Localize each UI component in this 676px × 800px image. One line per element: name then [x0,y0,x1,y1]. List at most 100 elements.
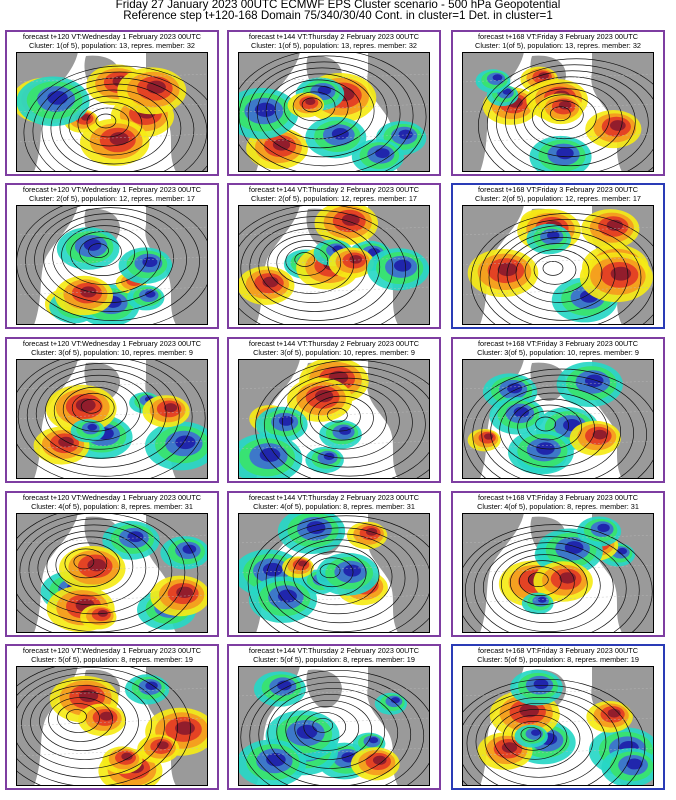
geopotential-contour [531,94,597,140]
panel-forecast-time: forecast t+144 VT:Thursday 2 February 20… [248,339,420,348]
map-graphic [461,52,663,174]
panel-caption: forecast t+144 VT:Thursday 2 February 20… [229,185,439,203]
negative-anomaly [492,74,503,81]
geopotential-contour [504,76,636,167]
geopotential-anomaly-map [453,666,660,788]
panel-cluster-info: Cluster: 5(of 5), population: 8, repres.… [477,654,639,664]
panel-forecast-time: forecast t+120 VT:Wednesday 1 February 2… [22,185,202,194]
geopotential-contour [52,219,161,294]
positive-anomaly [610,266,632,281]
graticule-line [15,410,209,420]
geopotential-contour [77,101,143,147]
positive-anomaly [272,138,291,151]
cluster-panel: forecast t+144 VT:Thursday 2 February 20… [227,644,441,790]
panel-caption: forecast t+120 VT:Wednesday 1 February 2… [7,646,217,664]
cluster-panel: forecast t+144 VT:Thursday 2 February 20… [227,30,441,176]
negative-anomaly [262,562,283,577]
panel-cluster-info: Cluster: 1(of 5), population: 13, repres… [475,40,641,50]
north-america-land [462,666,524,786]
geopotential-contour [285,246,329,276]
positive-anomaly [146,80,166,94]
geopotential-contour [524,249,590,294]
geopotential-contour [265,527,419,633]
geopotential-contour [249,222,381,312]
negative-anomaly [182,544,197,554]
geopotential-contour [509,560,575,606]
negative-anomaly [254,102,276,117]
negative-anomaly [564,541,584,554]
graticule-line [237,73,431,83]
panel-forecast-time: forecast t+168 VT:Friday 3 February 2023… [477,185,638,194]
panel-cluster-info: Cluster: 2(of 5), population: 12, repres… [251,193,417,203]
positive-anomaly [176,586,193,599]
map-frame [16,359,208,479]
panel-forecast-time: forecast t+144 VT:Thursday 2 February 20… [248,493,420,502]
header-title: Friday 27 January 2023 00UTC ECMWF EPS C… [115,0,561,11]
map-frame [462,666,654,786]
geopotential-contour [511,720,555,751]
geopotential-contour [301,97,323,113]
positive-anomaly [175,721,195,735]
north-america-land [462,205,524,325]
negative-anomaly [175,435,196,450]
graticule-line [15,717,209,727]
negative-anomaly [513,406,530,418]
graticule-line [15,73,209,83]
panel-forecast-time: forecast t+168 VT:Friday 3 February 2023… [477,646,638,655]
geopotential-anomaly-map [229,49,431,174]
map-graphic [461,359,660,481]
panel-caption: forecast t+120 VT:Wednesday 1 February 2… [7,32,217,50]
geopotential-contour [23,65,217,174]
panel-cluster-info: Cluster: 2(of 5), population: 12, repres… [29,193,195,203]
positive-anomaly [484,433,494,440]
panel-caption: forecast t+168 VT:Friday 3 February 2023… [453,493,663,511]
panel-cluster-info: Cluster: 5(of 5), population: 8, repres.… [31,654,193,664]
geopotential-anomaly-map [461,359,660,481]
positive-anomaly [81,114,91,121]
positive-anomaly [121,752,133,761]
geopotential-contour [488,225,642,327]
geopotential-contour [59,89,169,165]
graticule-line [461,594,655,604]
map-frame [462,359,654,479]
map-frame [16,205,208,325]
geopotential-contour [497,231,629,321]
geopotential-contour [466,690,620,788]
negative-anomaly [398,129,413,140]
graticule-line [15,594,209,604]
geopotential-contour [71,392,115,423]
eurasia-land [145,205,208,325]
geopotential-contour [274,533,406,624]
geopotential-contour [37,530,147,606]
panel-cluster-info: Cluster: 5(of 5), population: 8, repres.… [253,654,415,664]
geopotential-contour [291,383,400,459]
map-frame [238,513,430,633]
negative-anomaly [306,521,326,534]
north-america-land [16,359,78,479]
geopotential-contour [28,524,160,615]
greenland-land [530,362,566,402]
map-frame [16,52,208,172]
geopotential-anomaly-map [229,357,439,481]
negative-anomaly [556,147,574,160]
geopotential-contour [310,557,354,588]
geopotential-anomaly-map [461,52,663,174]
geopotential-contour [292,91,336,122]
panel-caption: forecast t+168 VT:Friday 3 February 2023… [453,339,663,357]
panel-forecast-time: forecast t+144 VT:Thursday 2 February 20… [248,185,420,194]
geopotential-contour [39,691,126,751]
panel-forecast-time: forecast t+120 VT:Wednesday 1 February 2… [22,339,202,348]
graticule-line [237,103,431,113]
negative-anomaly [597,523,610,533]
negative-anomaly [390,697,400,704]
geopotential-contour [240,216,394,321]
negative-anomaly [393,259,412,272]
positive-anomaly [315,389,334,403]
map-frame [238,359,430,479]
map-graphic [453,666,660,788]
map-graphic [455,513,655,635]
map-graphic [7,661,216,788]
graticule-line [15,256,209,266]
negative-anomaly [145,681,158,691]
negative-anomaly [296,724,318,739]
